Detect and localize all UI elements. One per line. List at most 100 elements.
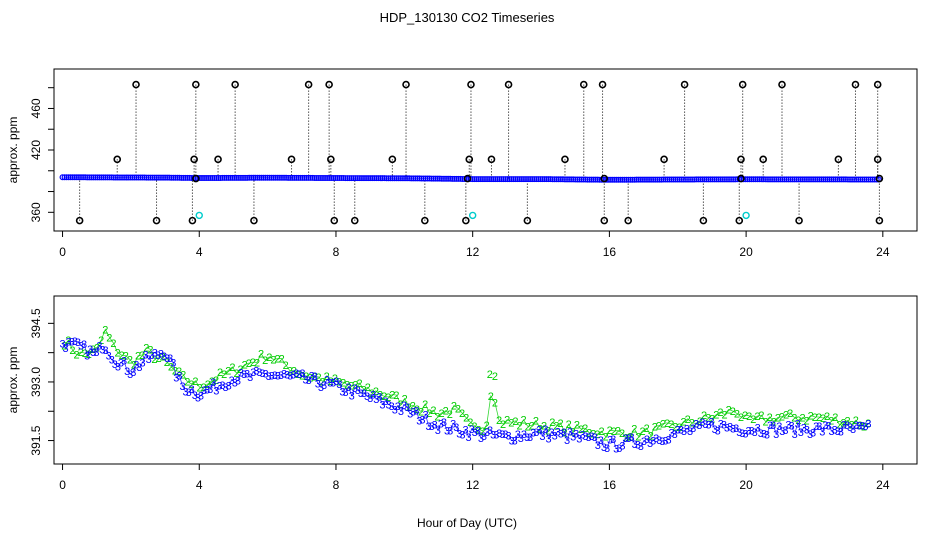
baseline-point xyxy=(816,176,823,183)
series-2-marker: 2 xyxy=(709,413,715,425)
series-3-marker: 3 xyxy=(219,380,225,392)
series-2-marker: 2 xyxy=(545,426,551,438)
series-3-marker: 3 xyxy=(444,425,450,437)
series-2-marker: 2 xyxy=(348,380,354,392)
series-2-marker: 2 xyxy=(135,351,141,363)
series-3-marker: 3 xyxy=(782,425,788,437)
series-3-marker: 3 xyxy=(115,362,121,374)
outlier-point xyxy=(402,80,410,89)
baseline-point xyxy=(471,176,478,183)
baseline-point xyxy=(116,174,123,181)
baseline-point xyxy=(451,175,458,182)
baseline-point xyxy=(397,175,404,182)
baseline-point xyxy=(504,176,511,183)
series-2-marker: 2 xyxy=(824,411,830,423)
baseline-point xyxy=(285,174,292,181)
baseline-point xyxy=(244,174,251,181)
series-3-marker: 3 xyxy=(450,418,456,430)
bottom-x-tick-label: 0 xyxy=(59,478,66,492)
baseline-point xyxy=(211,174,218,181)
bottom-x-tick-label: 16 xyxy=(603,478,617,492)
series-3-marker: 3 xyxy=(764,429,770,441)
series-2-marker: 2 xyxy=(82,348,88,360)
baseline-point xyxy=(240,174,247,181)
series-3-marker: 3 xyxy=(121,356,127,368)
series-3-marker: 3 xyxy=(690,423,696,435)
baseline-point xyxy=(703,176,710,183)
baseline-point xyxy=(814,176,821,183)
series-3-marker: 3 xyxy=(662,436,668,448)
series-3-marker: 3 xyxy=(315,378,321,390)
series-2-marker: 2 xyxy=(209,376,215,388)
baseline-point xyxy=(777,176,784,183)
series-3-marker: 3 xyxy=(333,376,339,388)
baseline-point xyxy=(637,176,644,183)
series-3-marker: 3 xyxy=(838,427,844,439)
series-3-marker: 3 xyxy=(862,421,868,433)
series-3-marker: 3 xyxy=(724,422,730,434)
series-3-marker: 3 xyxy=(561,427,567,439)
baseline-point xyxy=(203,175,210,182)
series-3-marker: 3 xyxy=(118,357,124,369)
baseline-point xyxy=(758,176,765,183)
series-3-marker: 3 xyxy=(149,350,155,362)
bottom-ylabel: approx. ppm xyxy=(6,347,20,414)
series-3-marker: 3 xyxy=(644,434,650,446)
series-2-marker: 2 xyxy=(771,416,777,428)
top-y-tick-label: 460 xyxy=(29,98,43,118)
baseline-point xyxy=(164,174,171,181)
series-2-marker: 2 xyxy=(94,342,100,354)
baseline-point xyxy=(110,174,117,181)
series-2-marker: 2 xyxy=(361,384,367,396)
series-3-marker: 3 xyxy=(179,381,185,393)
series-2-marker: 2 xyxy=(763,417,769,429)
baseline-point xyxy=(609,176,616,183)
baseline-point xyxy=(795,176,802,183)
series-2-marker: 2 xyxy=(791,412,797,424)
series-2-marker: 2 xyxy=(127,355,133,367)
baseline-point xyxy=(791,176,798,183)
baseline-point xyxy=(338,175,345,182)
baseline-point xyxy=(356,175,363,182)
outlier-point xyxy=(75,216,84,225)
baseline-point xyxy=(100,174,107,181)
baseline-point xyxy=(672,176,679,183)
series-3-marker: 3 xyxy=(164,353,170,365)
series-3-marker: 3 xyxy=(429,421,435,433)
baseline-point xyxy=(268,174,275,181)
series-2-marker: 2 xyxy=(262,355,268,367)
baseline-point xyxy=(869,176,876,183)
series-3-marker: 3 xyxy=(253,365,259,377)
baseline-point xyxy=(291,174,298,181)
series-3-marker: 3 xyxy=(742,428,748,440)
series-3-marker: 3 xyxy=(582,431,588,443)
series-3-marker: 3 xyxy=(607,434,613,446)
series-3-marker: 3 xyxy=(478,433,484,445)
series-2-marker: 2 xyxy=(180,370,186,382)
series-3-marker: 3 xyxy=(183,387,189,399)
baseline-black-point xyxy=(600,174,609,183)
series-2-marker: 2 xyxy=(512,416,518,428)
series-2-marker: 2 xyxy=(447,409,453,421)
baseline-point xyxy=(455,175,462,182)
series-3-marker: 3 xyxy=(552,430,558,442)
baseline-point xyxy=(842,176,849,183)
baseline-point xyxy=(545,176,552,183)
bottom-plot-frame xyxy=(53,295,918,465)
series-2-marker: 2 xyxy=(492,397,498,409)
series-3-marker: 3 xyxy=(63,343,69,355)
series-3-marker: 3 xyxy=(856,420,862,432)
series-3-marker: 3 xyxy=(819,427,825,439)
series-3-marker: 3 xyxy=(364,391,370,403)
baseline-point xyxy=(502,176,509,183)
baseline-point xyxy=(59,174,66,181)
series-3-marker: 3 xyxy=(755,422,761,434)
baseline-point xyxy=(687,176,694,183)
series-3-marker: 3 xyxy=(441,417,447,429)
baseline-point xyxy=(416,175,423,182)
series-2-marker: 2 xyxy=(652,421,658,433)
series-3-marker: 3 xyxy=(761,429,767,441)
series-3-marker: 3 xyxy=(96,341,102,353)
series-3-marker: 3 xyxy=(152,347,158,359)
baseline-point xyxy=(789,176,796,183)
